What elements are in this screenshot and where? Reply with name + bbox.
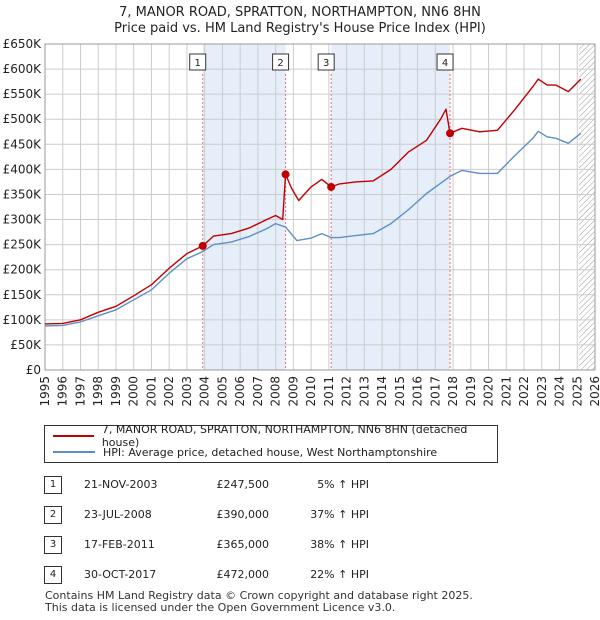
sale-row: 4 30-OCT-2017 £472,000 22% ↑ HPI — [44, 566, 474, 586]
y-tick-label: £100K — [3, 313, 43, 327]
x-tick-label: 1997 — [73, 376, 87, 407]
sale-date: 21-NOV-2003 — [84, 478, 158, 491]
sale-number-badge: 2 — [44, 506, 62, 524]
x-tick-label: 2015 — [393, 376, 407, 407]
y-tick-label: £300K — [3, 213, 43, 227]
x-tick-label: 2005 — [215, 376, 229, 407]
footer-copyright: Contains HM Land Registry data © Crown c… — [45, 589, 473, 602]
x-tick-label: 1996 — [56, 376, 70, 407]
sale-number-box — [317, 53, 335, 71]
x-tick-label: 2000 — [127, 376, 141, 407]
sale-number-label: 3 — [323, 58, 329, 69]
sale-number-box — [189, 53, 207, 71]
sale-number-badge: 4 — [44, 566, 62, 584]
x-tick-label: 2002 — [162, 376, 176, 407]
sale-hpi-change: 37% ↑ HPI — [310, 508, 369, 521]
legend-label-hpi: HPI: Average price, detached house, West… — [103, 445, 438, 459]
sale-hpi-change: 22% ↑ HPI — [310, 568, 369, 581]
x-tick-label: 2017 — [428, 376, 442, 407]
x-tick-label: 2001 — [144, 376, 158, 407]
sale-date: 23-JUL-2008 — [84, 508, 152, 521]
x-tick-label: 2010 — [304, 376, 318, 407]
hatched-region — [579, 44, 595, 370]
sale-number-box — [436, 53, 454, 71]
shaded-period — [202, 44, 286, 370]
x-tick-label: 2012 — [340, 376, 354, 407]
sale-price: £390,000 — [216, 508, 270, 521]
sale-date: 30-OCT-2017 — [84, 568, 157, 581]
x-tick-label: 2004 — [198, 376, 212, 407]
y-tick-label: £0 — [26, 363, 41, 377]
x-tick-label: 1995 — [38, 376, 52, 407]
footer-licence: This data is licensed under the Open Gov… — [45, 601, 396, 614]
x-tick-label: 1999 — [109, 376, 123, 407]
x-tick-label: 2008 — [269, 376, 283, 407]
sale-number-label: 2 — [277, 58, 283, 69]
y-tick-label: £550K — [3, 87, 43, 101]
sale-number-label: 4 — [442, 58, 448, 69]
sale-row: 2 23-JUL-2008 £390,000 37% ↑ HPI — [44, 506, 474, 526]
x-tick-label: 2011 — [322, 376, 336, 407]
sale-row: 1 21-NOV-2003 £247,500 5% ↑ HPI — [44, 476, 474, 496]
x-tick-label: 2026 — [588, 376, 600, 407]
chart-title: 7, MANOR ROAD, SPRATTON, NORTHAMPTON, NN… — [119, 5, 481, 20]
y-tick-label: £450K — [3, 137, 43, 151]
y-tick-label: £200K — [3, 263, 43, 277]
plot-frame — [44, 43, 596, 371]
hpi-line — [44, 130, 582, 327]
y-tick-label: £150K — [3, 288, 43, 302]
shaded-period — [331, 44, 451, 370]
y-tick-label: £50K — [10, 338, 42, 352]
legend-swatch-property — [53, 435, 94, 437]
x-tick-label: 2014 — [375, 376, 389, 407]
sale-row: 3 17-FEB-2011 £365,000 38% ↑ HPI — [44, 536, 474, 556]
x-tick-label: 2022 — [517, 376, 531, 407]
sale-point — [446, 129, 455, 138]
x-tick-label: 2013 — [357, 376, 371, 407]
x-tick-label: 2019 — [464, 376, 478, 407]
x-tick-label: 2018 — [446, 376, 460, 407]
y-tick-label: £500K — [3, 112, 43, 126]
sale-number-box — [272, 53, 290, 71]
sale-price: £365,000 — [216, 538, 270, 551]
y-tick-label: £250K — [3, 238, 43, 252]
x-tick-label: 2003 — [180, 376, 194, 407]
y-tick-label: £350K — [3, 187, 43, 201]
y-tick-label: £400K — [3, 162, 43, 176]
sale-price: £472,000 — [216, 568, 270, 581]
sale-point — [198, 241, 207, 250]
sale-hpi-change: 5% ↑ HPI — [317, 478, 369, 491]
x-tick-label: 1998 — [91, 376, 105, 407]
x-tick-label: 2021 — [499, 376, 513, 407]
sale-number-badge: 1 — [44, 476, 62, 494]
x-tick-label: 2006 — [233, 376, 247, 407]
sale-point — [327, 182, 336, 191]
legend-item-hpi: HPI: Average price, detached house, West… — [53, 444, 437, 460]
sale-price: £247,500 — [216, 478, 270, 491]
footer: Contains HM Land Registry data © Crown c… — [45, 590, 473, 614]
x-tick-label: 2023 — [535, 376, 549, 407]
legend-label-property: 7, MANOR ROAD, SPRATTON, NORTHAMPTON, NN… — [101, 423, 468, 449]
sale-point — [281, 170, 290, 179]
y-tick-label: £600K — [3, 62, 43, 76]
legend-item-property: 7, MANOR ROAD, SPRATTON, NORTHAMPTON, NN… — [53, 423, 497, 449]
x-tick-label: 2024 — [553, 376, 567, 407]
sale-number-badge: 3 — [44, 536, 62, 554]
legend-swatch-hpi — [53, 451, 95, 453]
sale-hpi-change: 38% ↑ HPI — [310, 538, 369, 551]
y-tick-label: £650K — [3, 37, 43, 51]
price-chart: £0 £50K £100K £150K £200K £250K £300K £350K £400… — [3, 37, 600, 407]
sale-date: 17-FEB-2011 — [84, 538, 155, 551]
sale-number-label: 1 — [195, 58, 201, 69]
x-tick-label: 2007 — [251, 376, 265, 407]
legend: 7, MANOR ROAD, SPRATTON, NORTHAMPTON, NN… — [44, 423, 498, 463]
x-tick-label: 2025 — [570, 376, 584, 407]
x-tick-label: 2020 — [482, 376, 496, 407]
x-tick-label: 2016 — [411, 376, 425, 407]
chart-subtitle: Price paid vs. HM Land Registry's House … — [114, 21, 486, 36]
property-price-line — [44, 78, 582, 325]
x-tick-label: 2009 — [286, 376, 300, 407]
